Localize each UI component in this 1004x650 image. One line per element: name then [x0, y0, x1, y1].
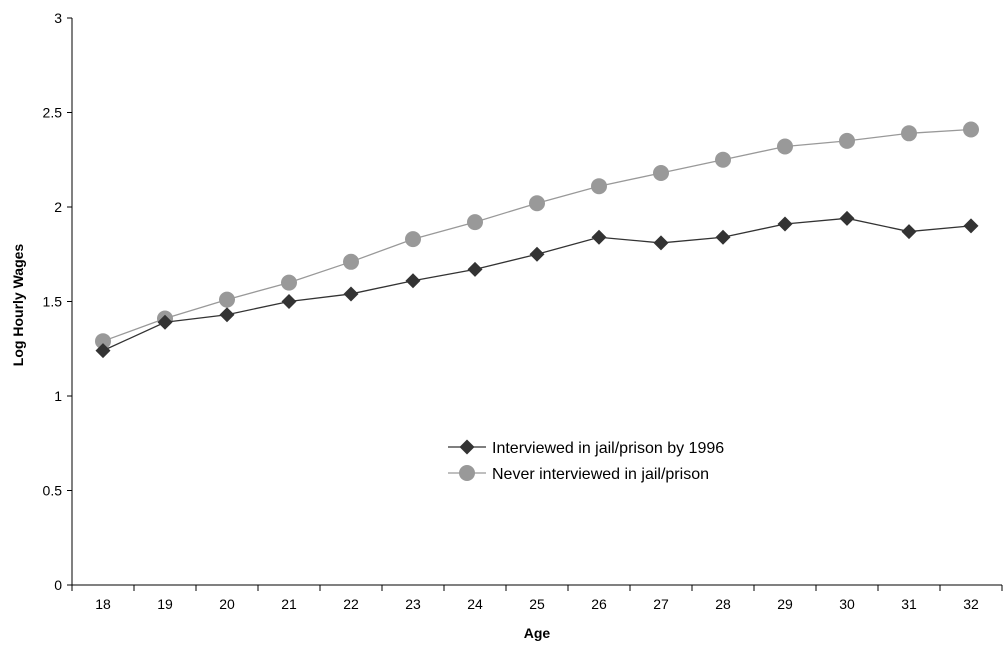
data-point: [963, 121, 979, 138]
data-point: [777, 216, 793, 232]
data-point: [95, 333, 111, 350]
data-point: [219, 307, 235, 323]
x-tick-label: 30: [839, 596, 855, 612]
y-axis-ticks: 0 0.5 1 1.5 2 2.5 3: [43, 10, 72, 593]
data-point: [529, 246, 545, 262]
data-point: [591, 229, 607, 245]
data-point: [901, 224, 917, 240]
data-point: [405, 231, 421, 248]
x-tick-label: 27: [653, 596, 669, 612]
x-tick-label: 23: [405, 596, 421, 612]
data-point: [653, 164, 669, 181]
data-point: [467, 261, 483, 277]
legend-marker: [459, 439, 475, 455]
y-tick-label: 3: [54, 10, 62, 26]
data-point: [95, 343, 111, 359]
legend-label: Interviewed in jail/prison by 1996: [492, 440, 724, 457]
data-point: [963, 218, 979, 234]
legend: Interviewed in jail/prison by 1996 Never …: [448, 439, 724, 483]
data-point: [777, 138, 793, 155]
data-point: [405, 273, 421, 289]
x-tick-label: 26: [591, 596, 607, 612]
axes: [71, 18, 1002, 586]
data-point: [219, 291, 235, 308]
data-point: [343, 253, 359, 270]
y-tick-label: 0: [54, 577, 62, 593]
legend-entry: Interviewed in jail/prison by 1996: [448, 439, 724, 457]
data-point: [591, 178, 607, 195]
data-point: [715, 229, 731, 245]
series-1: [95, 210, 979, 359]
x-axis-ticks: 18 19 20 21 22 23 24 25 26 27 28 29 30 31 32: [71, 585, 1003, 612]
legend-marker: [459, 465, 475, 481]
data-point: [839, 132, 855, 149]
series-layer: [95, 121, 979, 359]
y-axis-title: Log Hourly Wages: [10, 244, 26, 367]
x-tick-label: 19: [157, 596, 173, 612]
y-tick-label: 2.5: [43, 105, 63, 121]
x-tick-label: 22: [343, 596, 359, 612]
data-point: [467, 214, 483, 231]
x-tick-label: 21: [281, 596, 297, 612]
data-point: [157, 314, 173, 330]
y-tick-label: 0.5: [43, 483, 63, 499]
series-line: [102, 128, 972, 342]
data-point: [529, 195, 545, 212]
x-tick-label: 28: [715, 596, 731, 612]
legend-entry: Never interviewed in jail/prison: [448, 465, 709, 483]
x-tick-label: 24: [467, 596, 483, 612]
y-tick-label: 2: [54, 199, 62, 215]
x-axis-title: Age: [524, 625, 551, 641]
x-tick-label: 31: [901, 596, 917, 612]
series-line: [102, 217, 972, 352]
data-point: [901, 125, 917, 142]
data-point: [281, 294, 297, 309]
x-tick-label: 20: [219, 596, 235, 612]
x-tick-label: 25: [529, 596, 545, 612]
x-tick-label: 32: [963, 596, 979, 612]
data-point: [343, 286, 359, 302]
x-tick-label: 18: [95, 596, 111, 612]
data-point: [281, 274, 297, 291]
y-tick-label: 1.5: [43, 294, 63, 310]
legend-label: Never interviewed in jail/prison: [492, 466, 709, 483]
data-point: [839, 210, 855, 226]
x-tick-label: 29: [777, 596, 793, 612]
y-tick-label: 1: [54, 388, 62, 404]
data-point: [715, 151, 731, 168]
data-point: [653, 235, 669, 251]
